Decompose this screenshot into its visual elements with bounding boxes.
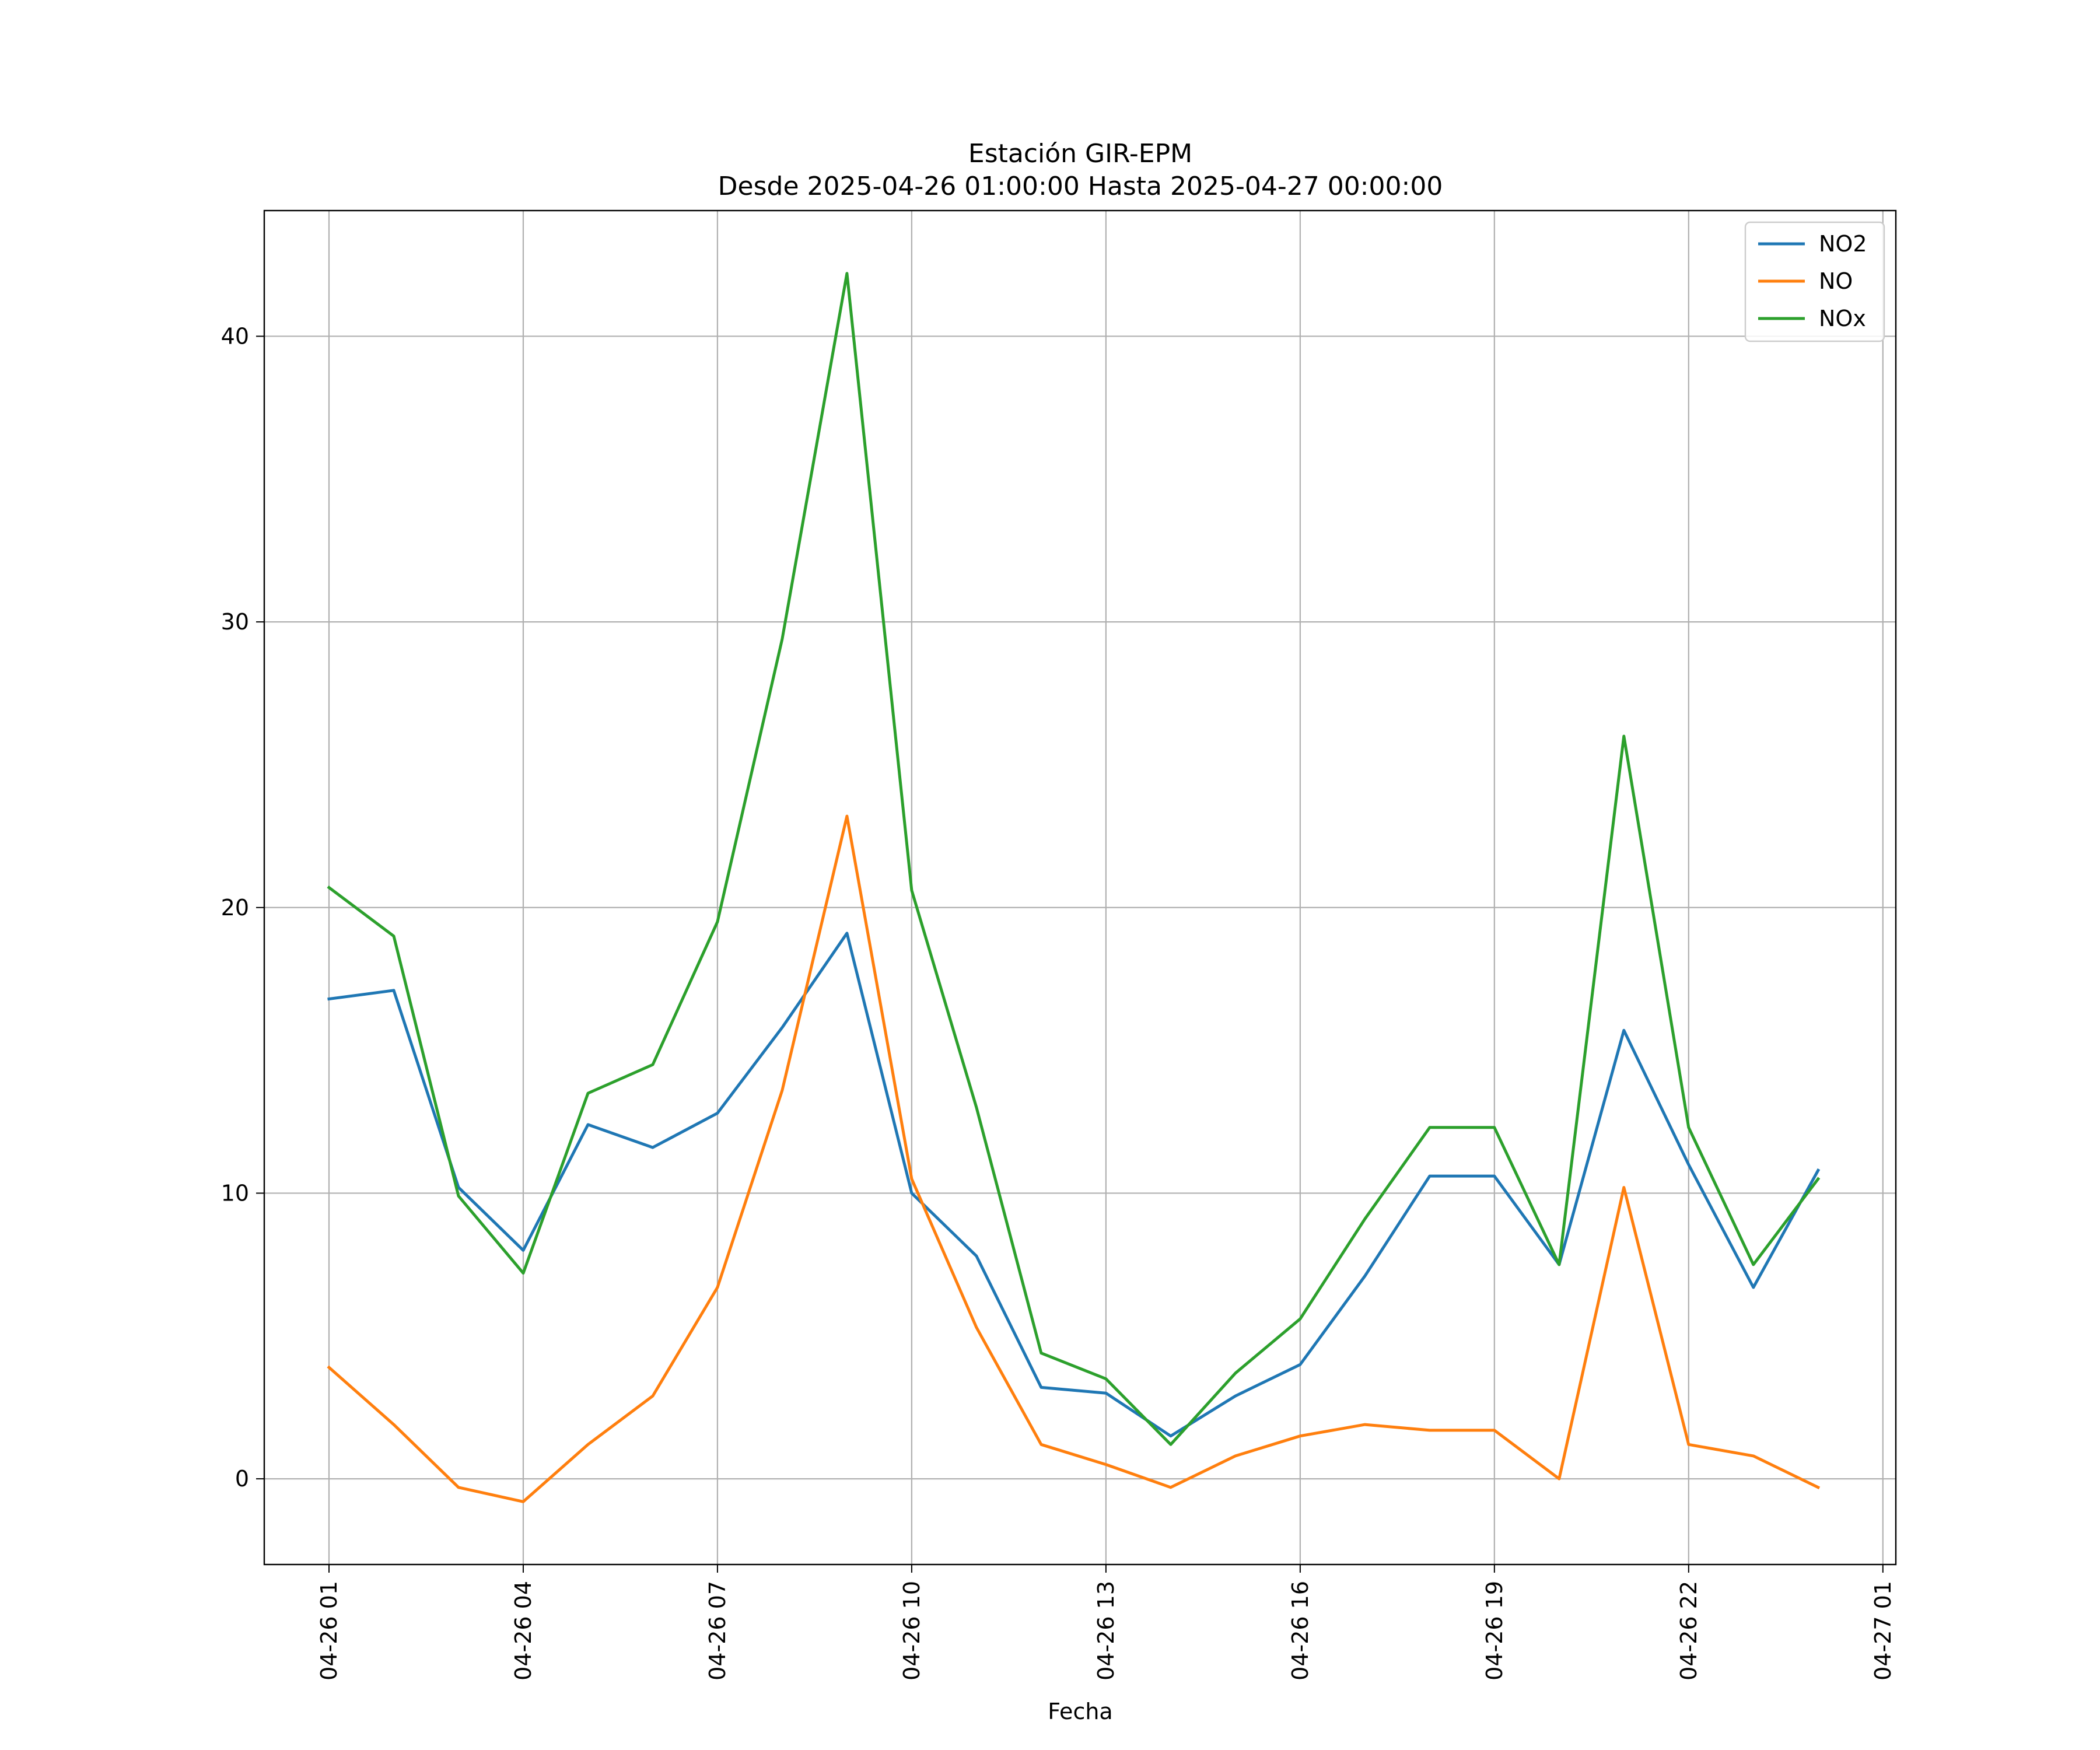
legend-box	[1744, 221, 1885, 342]
series-layer	[327, 272, 1821, 1503]
y-tick-label: 0	[235, 1466, 249, 1492]
series-line-nox	[327, 272, 1821, 1446]
x-tick-label: 04-26 01	[316, 1581, 342, 1681]
plot-frame	[263, 209, 1897, 1566]
grid	[264, 211, 1896, 1564]
y-tick-label: 20	[221, 895, 249, 921]
x-tick-label: 04-26 04	[510, 1581, 536, 1681]
legend-label-no2: NO2	[1819, 231, 1867, 257]
x-tick-label: 04-27 01	[1870, 1581, 1896, 1681]
x-tick-label: 04-26 10	[899, 1581, 925, 1681]
chart-title: Estación GIR-EPM	[968, 139, 1192, 169]
y-tick-label: 30	[221, 609, 249, 635]
x-tick-label: 04-26 07	[705, 1581, 730, 1681]
chart-subtitle: Desde 2025-04-26 01:00:00 Hasta 2025-04-…	[718, 172, 1443, 201]
x-tick-label: 04-26 22	[1676, 1581, 1702, 1681]
legend-label-no: NO	[1819, 268, 1853, 294]
x-tick-label: 04-26 19	[1482, 1581, 1507, 1681]
x-tick-label: 04-26 13	[1093, 1581, 1119, 1681]
series-line-no2	[327, 932, 1821, 1438]
ticks: 04-26 01 04-26 04 04-26 07 04-26 10 04-26 13…	[221, 323, 1896, 1680]
x-tick-label: 04-26 16	[1287, 1581, 1313, 1681]
x-axis-label: Fecha	[1048, 1699, 1112, 1724]
series-line-no	[327, 814, 1821, 1503]
y-tick-label: 40	[221, 323, 249, 349]
y-tick-label: 10	[221, 1180, 249, 1206]
legend-label-nox: NOx	[1819, 306, 1866, 331]
legend: NO2 NO NOx	[1744, 221, 1885, 342]
